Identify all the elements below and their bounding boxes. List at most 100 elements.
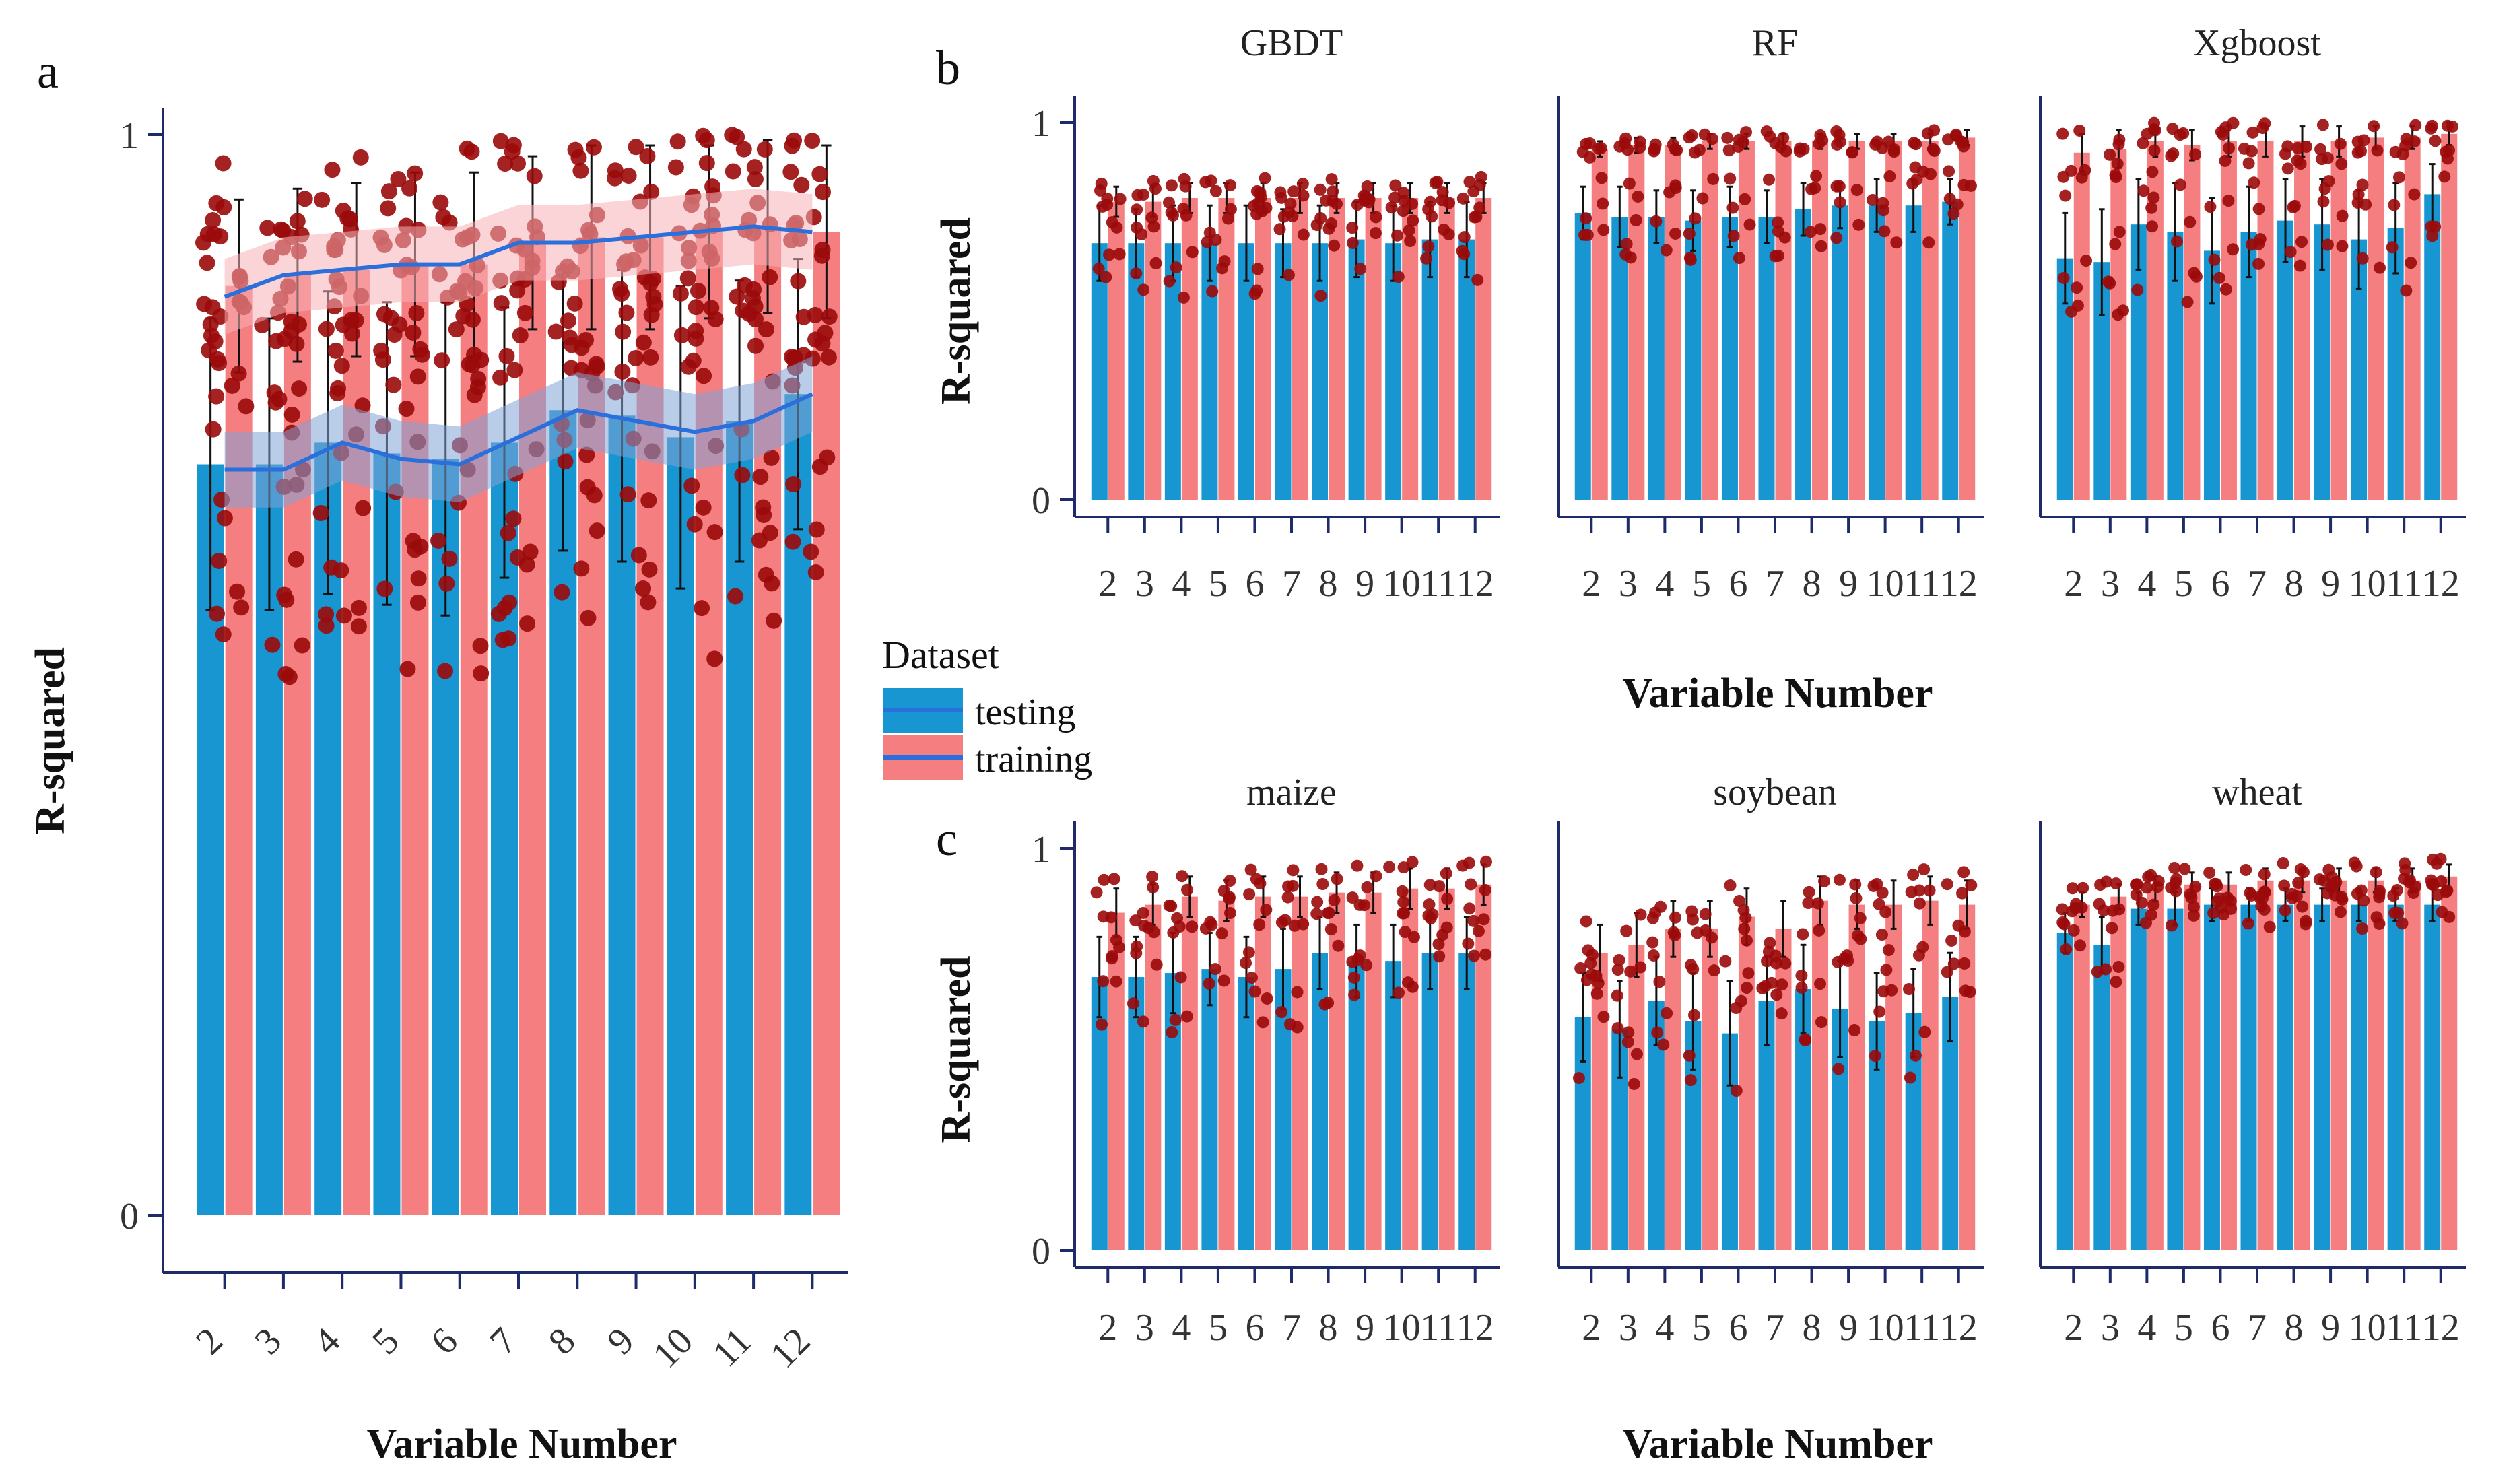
data-point <box>696 368 712 384</box>
data-point <box>1186 920 1199 933</box>
data-point <box>1582 944 1595 957</box>
data-point <box>1707 172 1720 185</box>
bar-training <box>1959 137 1976 500</box>
data-point <box>1764 937 1776 949</box>
data-point <box>2434 852 2447 865</box>
data-point <box>1131 203 1143 216</box>
data-point <box>1634 961 1647 974</box>
data-point <box>2177 127 2190 139</box>
data-point <box>1815 1016 1827 1029</box>
data-point <box>1100 271 1112 283</box>
data-point <box>646 296 663 312</box>
data-point <box>1685 905 1698 918</box>
bar-training <box>2073 152 2090 500</box>
data-point <box>1310 908 1323 920</box>
data-point <box>1724 172 1737 185</box>
legend-label-testing: testing <box>975 692 1075 733</box>
data-point <box>1775 1007 1788 1020</box>
x-tick-label: 2 <box>2064 1307 2083 1349</box>
data-point <box>492 133 509 149</box>
data-point <box>473 665 490 682</box>
data-point <box>562 329 578 346</box>
data-point <box>1314 183 1327 196</box>
data-point <box>2321 238 2334 251</box>
data-point <box>642 349 659 366</box>
data-point <box>1878 225 1891 238</box>
data-point <box>1949 129 1962 142</box>
x-tick-label: 10 <box>1383 563 1421 605</box>
data-point <box>2292 877 2305 889</box>
data-point <box>1660 244 1673 257</box>
data-point <box>2075 171 2088 184</box>
data-point <box>630 547 647 564</box>
bar-training <box>2404 880 2421 1250</box>
data-point <box>1799 1033 1811 1046</box>
data-point <box>1733 252 1745 265</box>
data-point <box>1661 1007 1673 1019</box>
data-point <box>1163 899 1176 912</box>
data-point <box>2056 916 2069 929</box>
data-point <box>1106 950 1118 963</box>
data-point <box>1743 218 1756 231</box>
data-point <box>1291 986 1304 999</box>
data-point <box>2112 138 2125 151</box>
x-tick-label: 4 <box>2137 563 2156 605</box>
bar-training <box>2184 884 2201 1250</box>
data-point <box>1706 931 1718 944</box>
data-point <box>763 449 780 466</box>
data-point <box>1458 231 1471 244</box>
data-point <box>1385 201 1398 214</box>
bar-training <box>1292 896 1308 1250</box>
data-point <box>1650 215 1663 228</box>
data-point <box>473 351 490 368</box>
x-tick-label: 7 <box>1282 1307 1301 1349</box>
bar-testing <box>1458 953 1475 1250</box>
data-point <box>283 406 300 423</box>
data-point <box>1260 904 1273 916</box>
data-point <box>432 194 449 211</box>
data-point <box>1108 873 1120 885</box>
data-point <box>1634 908 1647 921</box>
data-point <box>233 599 250 616</box>
data-point <box>1354 263 1367 275</box>
data-point <box>1906 177 1919 190</box>
data-point <box>497 156 514 172</box>
x-tick-label: 8 <box>1803 1307 1821 1349</box>
data-point <box>288 551 304 568</box>
data-point <box>505 137 522 154</box>
data-point <box>526 168 543 184</box>
x-tick-label: 5 <box>1209 1307 1228 1349</box>
data-point <box>1779 957 1792 970</box>
bar-training <box>2294 880 2311 1250</box>
data-point <box>1165 179 1178 192</box>
data-point <box>1621 1036 1634 1048</box>
data-point <box>2446 120 2459 133</box>
data-point <box>1162 196 1175 209</box>
bar-testing <box>1648 217 1665 500</box>
data-point <box>758 566 774 583</box>
data-point <box>1203 977 1215 990</box>
x-tick-label: 7 <box>482 1320 525 1363</box>
x-tick-label: 3 <box>1619 563 1638 605</box>
x-tick-label: 7 <box>1282 563 1301 605</box>
data-point <box>2213 892 2225 905</box>
bar-training <box>1922 900 1939 1250</box>
data-point <box>2389 145 2402 158</box>
data-point <box>1456 859 1469 872</box>
data-point <box>1472 924 1485 937</box>
data-point <box>1328 893 1341 906</box>
data-point <box>2388 199 2401 211</box>
bar-training <box>1775 929 1792 1250</box>
x-tick-label: 11 <box>1904 563 1940 605</box>
bar-testing <box>1275 243 1292 500</box>
x-axis-title: Variable Number <box>367 1421 677 1467</box>
data-point <box>1795 969 1808 982</box>
data-point <box>1297 918 1310 931</box>
data-point <box>1912 949 1925 962</box>
data-point <box>1646 936 1659 949</box>
data-point <box>1871 135 1883 148</box>
data-point <box>2252 257 2265 270</box>
x-tick-label: 2 <box>1582 563 1601 605</box>
data-point <box>547 323 564 340</box>
data-point <box>1580 915 1592 928</box>
